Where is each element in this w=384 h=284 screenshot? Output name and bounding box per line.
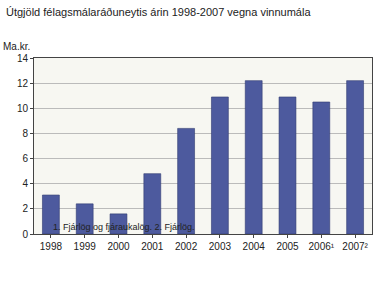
svg-text:6: 6 [22, 153, 28, 164]
svg-text:10: 10 [17, 103, 29, 114]
svg-text:8: 8 [22, 128, 28, 139]
svg-text:Ma.kr.: Ma.kr. [3, 41, 30, 52]
svg-text:2007²: 2007² [342, 241, 368, 252]
svg-text:1999: 1999 [74, 241, 97, 252]
svg-text:4: 4 [22, 178, 28, 189]
svg-text:2003: 2003 [209, 241, 232, 252]
svg-text:14: 14 [17, 53, 29, 64]
svg-text:12: 12 [17, 78, 29, 89]
svg-text:2002: 2002 [175, 241, 198, 252]
svg-text:1998: 1998 [40, 241, 63, 252]
svg-text:2004: 2004 [243, 241, 266, 252]
svg-text:2006¹: 2006¹ [309, 241, 335, 252]
svg-text:2005: 2005 [276, 241, 299, 252]
svg-text:2001: 2001 [141, 241, 164, 252]
svg-text:2000: 2000 [107, 241, 130, 252]
svg-text:1. Fjárlög og fjáraukalög. 2.: 1. Fjárlög og fjáraukalög. 2. Fjárlög. [53, 222, 195, 232]
svg-text:Útgjöld félagsmálaráðuneytis á: Útgjöld félagsmálaráðuneytis árin 1998-2… [6, 6, 311, 18]
svg-text:0: 0 [22, 229, 28, 240]
svg-text:2: 2 [22, 203, 28, 214]
